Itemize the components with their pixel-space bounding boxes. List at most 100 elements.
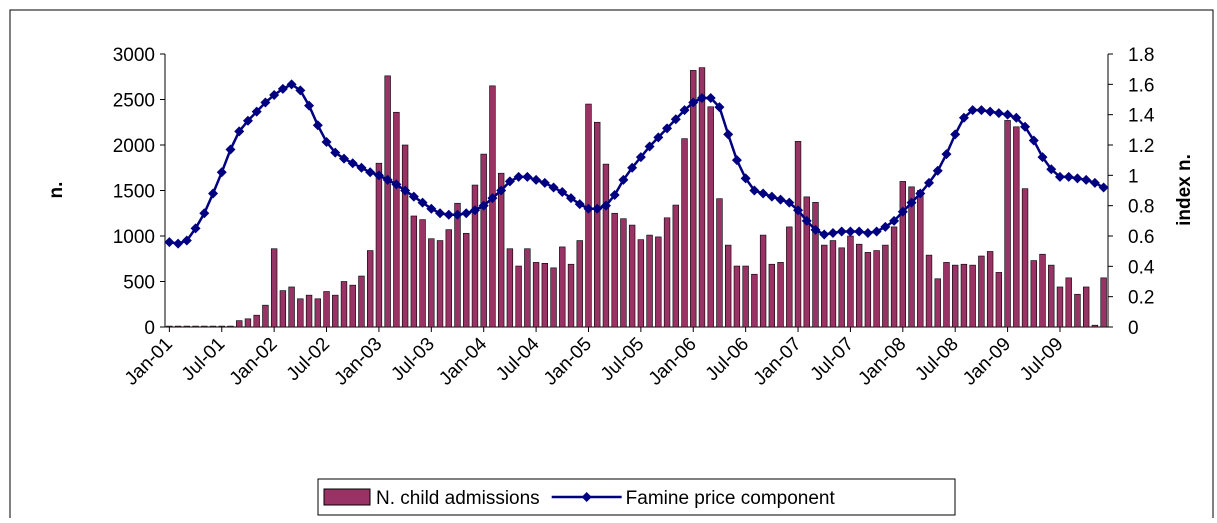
line-marker xyxy=(487,193,498,204)
bar xyxy=(707,106,714,328)
bar xyxy=(777,262,784,328)
bar xyxy=(1048,264,1055,328)
bar xyxy=(655,236,662,328)
line-marker xyxy=(365,167,376,178)
bar xyxy=(1021,188,1029,328)
y2-tick-label: 0 xyxy=(1128,318,1139,339)
line-marker xyxy=(1002,109,1013,120)
line-marker xyxy=(924,177,935,188)
bar xyxy=(1082,286,1090,328)
bar xyxy=(1091,324,1099,328)
bar xyxy=(855,243,863,328)
line-marker xyxy=(618,174,629,185)
y-axis-label: n. xyxy=(46,182,67,199)
bar xyxy=(506,248,514,328)
y-tick-label: 500 xyxy=(123,273,155,294)
bar xyxy=(375,162,383,328)
line-marker xyxy=(1037,152,1048,163)
line-marker xyxy=(635,152,646,163)
line-marker xyxy=(522,171,533,182)
line-marker xyxy=(539,177,550,188)
y2-tick-label: 0.2 xyxy=(1128,288,1154,309)
bar xyxy=(253,314,260,328)
y2-tick-label: 1.2 xyxy=(1128,136,1154,157)
bar xyxy=(480,153,487,328)
bar xyxy=(890,226,898,328)
bar xyxy=(340,281,348,328)
y-tick-label: 1000 xyxy=(113,227,155,248)
line-marker xyxy=(740,173,751,184)
legend-box xyxy=(317,478,956,516)
line-marker xyxy=(1054,171,1065,182)
bar xyxy=(1039,253,1046,328)
bar xyxy=(628,224,636,328)
line-marker xyxy=(199,208,210,219)
bar xyxy=(768,263,776,328)
line-marker xyxy=(391,179,402,190)
line-marker xyxy=(295,85,306,96)
line-marker xyxy=(854,226,865,237)
bar xyxy=(585,103,592,328)
line-marker xyxy=(670,114,681,125)
bar xyxy=(1013,126,1020,328)
y2-tick-label: 1.4 xyxy=(1128,106,1155,127)
bar xyxy=(297,298,304,328)
bar xyxy=(358,275,365,328)
line-marker xyxy=(208,188,219,199)
bar xyxy=(821,244,828,328)
line-marker xyxy=(330,147,341,158)
bar xyxy=(873,250,880,328)
line-marker xyxy=(251,106,262,117)
bar xyxy=(436,240,444,328)
line-marker xyxy=(321,136,332,147)
line-marker xyxy=(277,83,288,94)
bar xyxy=(620,218,627,328)
bar xyxy=(401,144,409,328)
line-marker xyxy=(932,165,943,176)
line-marker xyxy=(312,120,323,131)
bar xyxy=(594,121,601,328)
line-marker xyxy=(338,153,349,164)
line-marker xyxy=(915,188,926,199)
bar xyxy=(489,85,496,328)
bar xyxy=(663,217,671,328)
bar xyxy=(681,138,688,328)
bar xyxy=(236,320,243,328)
bar xyxy=(672,204,679,328)
line-marker xyxy=(1011,112,1022,123)
line-marker xyxy=(958,112,969,123)
line-marker xyxy=(897,206,908,217)
legend: N. child admissions Famine price componen… xyxy=(317,478,956,516)
bar xyxy=(454,202,461,328)
bar xyxy=(716,198,723,328)
line-marker xyxy=(234,126,245,137)
bar xyxy=(934,278,941,328)
bar xyxy=(733,265,741,328)
line-marker xyxy=(819,229,830,240)
line-marker xyxy=(688,97,699,108)
bar xyxy=(960,263,968,328)
y-tick-label: 2000 xyxy=(113,136,155,157)
line-marker xyxy=(696,92,707,103)
legend-label: Famine price component xyxy=(626,488,836,509)
line-marker xyxy=(976,105,987,116)
bar xyxy=(227,325,234,328)
line-marker xyxy=(452,209,463,220)
line-marker xyxy=(845,226,856,237)
bar xyxy=(567,263,575,328)
bar xyxy=(471,184,479,328)
y2-tick-label: 0.4 xyxy=(1128,257,1155,278)
line-marker xyxy=(801,215,812,226)
bar xyxy=(759,234,767,328)
bar xyxy=(637,239,645,328)
line-marker xyxy=(1072,173,1083,184)
bar xyxy=(166,325,173,328)
bar xyxy=(602,163,610,328)
bar xyxy=(829,240,837,328)
line-marker xyxy=(749,185,760,196)
bar xyxy=(288,286,295,328)
line-marker xyxy=(827,227,838,238)
line-marker xyxy=(653,132,664,143)
line-marker xyxy=(950,129,961,140)
